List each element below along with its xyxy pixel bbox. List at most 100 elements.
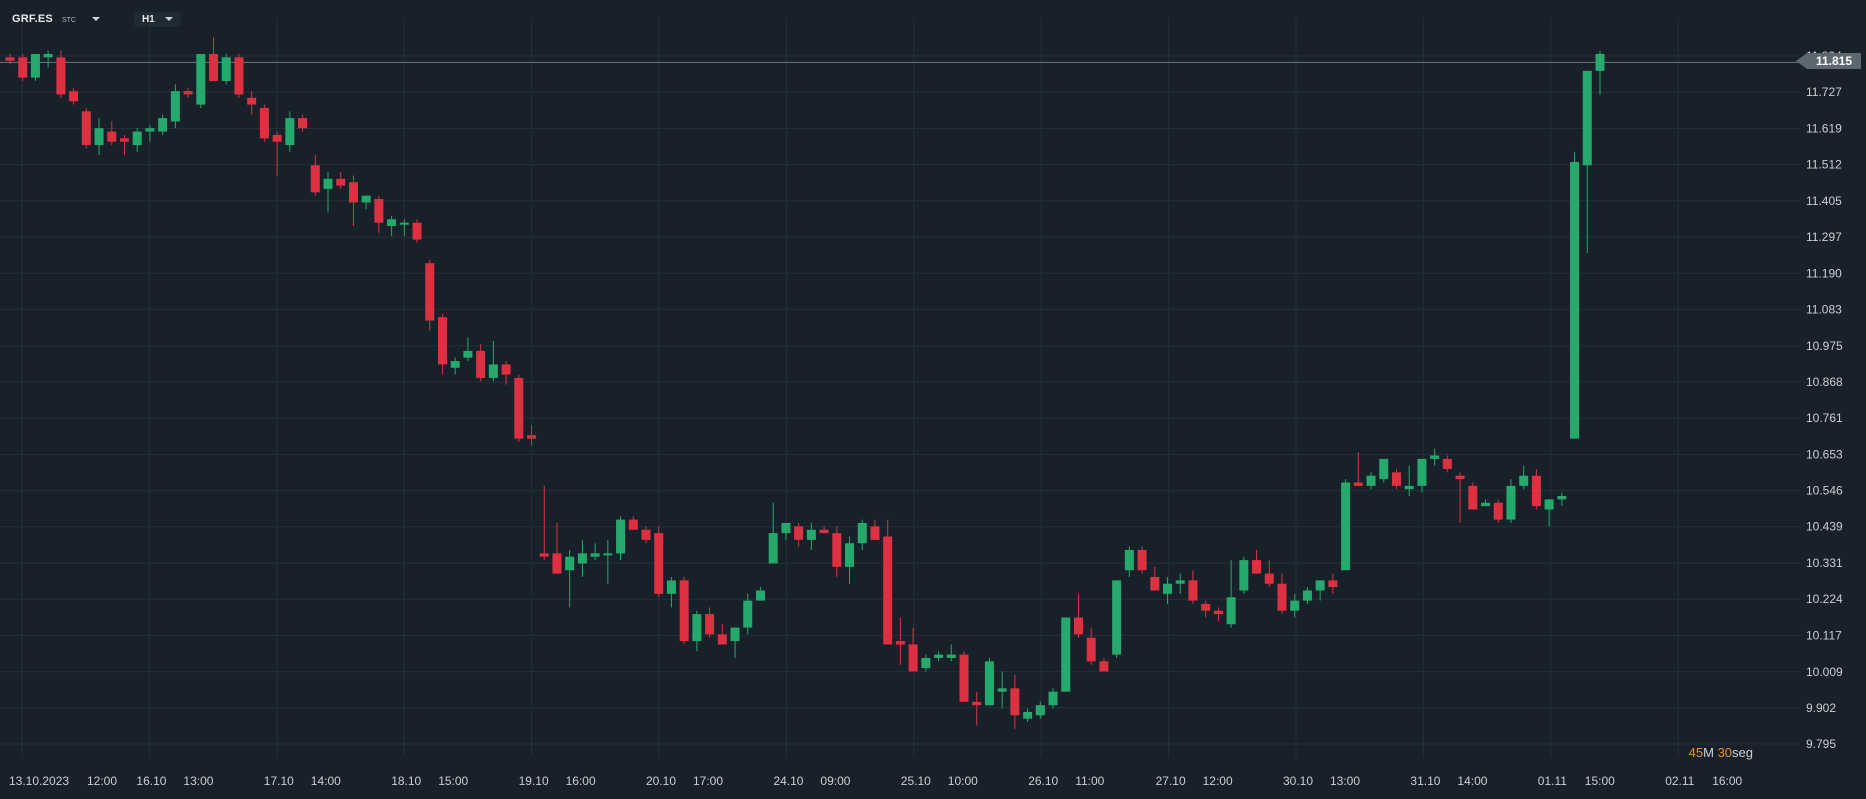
candle-body[interactable]: [972, 701, 982, 706]
candle-body[interactable]: [730, 627, 740, 642]
candle-body[interactable]: [552, 553, 562, 574]
candle-body[interactable]: [336, 178, 346, 186]
candle-body[interactable]: [56, 57, 66, 95]
candle-body[interactable]: [654, 533, 664, 594]
candle-body[interactable]: [158, 118, 168, 132]
candle-body[interactable]: [310, 165, 320, 193]
candle-body[interactable]: [1519, 475, 1529, 486]
timeframe-dropdown-caret-icon[interactable]: [164, 17, 173, 21]
candle-body[interactable]: [743, 600, 753, 628]
candle-body[interactable]: [94, 128, 104, 146]
candle-body[interactable]: [1404, 485, 1414, 490]
candle-body[interactable]: [1290, 600, 1300, 611]
candle-body[interactable]: [119, 138, 129, 142]
candle-body[interactable]: [1264, 573, 1274, 584]
candle-body[interactable]: [1341, 482, 1351, 571]
candle-body[interactable]: [819, 529, 829, 534]
candle-body[interactable]: [170, 91, 180, 122]
candle-body[interactable]: [946, 654, 956, 658]
candle-body[interactable]: [1226, 597, 1236, 625]
candle-body[interactable]: [1570, 161, 1580, 439]
candle-body[interactable]: [908, 644, 918, 672]
candle-body[interactable]: [298, 118, 308, 129]
candle-body[interactable]: [921, 657, 931, 669]
candle-body[interactable]: [1048, 691, 1058, 706]
candle-body[interactable]: [705, 614, 715, 635]
candle-body[interactable]: [717, 634, 727, 645]
candle-body[interactable]: [806, 529, 816, 540]
candle-body[interactable]: [857, 522, 867, 544]
candle-body[interactable]: [18, 57, 28, 78]
candle-body[interactable]: [476, 350, 486, 378]
candle-body[interactable]: [323, 178, 333, 189]
candle-body[interactable]: [565, 556, 575, 571]
candle-body[interactable]: [832, 533, 842, 567]
candle-body[interactable]: [501, 364, 511, 375]
candle-body[interactable]: [1124, 549, 1134, 571]
candle-body[interactable]: [1595, 53, 1605, 71]
candle-body[interactable]: [1213, 610, 1223, 615]
candle-body[interactable]: [1277, 583, 1287, 611]
candle-body[interactable]: [934, 654, 944, 658]
candle-body[interactable]: [1163, 583, 1173, 594]
timeframe-selector[interactable]: H1: [133, 11, 181, 27]
candle-body[interactable]: [387, 219, 397, 227]
candle-body[interactable]: [1010, 688, 1020, 716]
candle-body[interactable]: [1175, 580, 1185, 584]
candle-body[interactable]: [1023, 711, 1033, 719]
candle-body[interactable]: [603, 553, 613, 556]
candle-body[interactable]: [488, 364, 498, 378]
candle-body[interactable]: [1493, 502, 1503, 520]
candle-body[interactable]: [1201, 603, 1211, 611]
candle-body[interactable]: [514, 377, 524, 439]
candle-body[interactable]: [1315, 580, 1325, 591]
candle-body[interactable]: [1366, 475, 1376, 486]
candle-body[interactable]: [755, 590, 765, 601]
candle-body[interactable]: [1544, 499, 1554, 510]
candle-body[interactable]: [1455, 475, 1465, 480]
candle-body[interactable]: [641, 529, 651, 540]
candle-body[interactable]: [666, 580, 676, 594]
symbol-dropdown-caret-icon[interactable]: [91, 17, 100, 21]
candle-body[interactable]: [845, 543, 855, 567]
candle-body[interactable]: [450, 361, 460, 368]
candle-body[interactable]: [437, 317, 447, 365]
candle-body[interactable]: [285, 118, 295, 146]
candle-body[interactable]: [628, 519, 638, 530]
candle-body[interactable]: [412, 222, 422, 240]
candle-body[interactable]: [895, 641, 905, 645]
candle-body[interactable]: [259, 107, 269, 139]
candle-body[interactable]: [374, 199, 384, 223]
candle-body[interactable]: [1239, 560, 1249, 591]
candle-body[interactable]: [1137, 549, 1147, 571]
candle-body[interactable]: [348, 182, 358, 203]
candle-body[interactable]: [527, 435, 537, 439]
candle-body[interactable]: [1379, 458, 1389, 480]
candle-body[interactable]: [1557, 495, 1567, 500]
candle-body[interactable]: [272, 134, 282, 142]
candle-body[interactable]: [984, 661, 994, 706]
candle-body[interactable]: [247, 97, 257, 105]
candle-body[interactable]: [209, 53, 219, 81]
candle-body[interactable]: [221, 57, 231, 81]
candle-body[interactable]: [1582, 70, 1592, 166]
symbol-name[interactable]: GRF.ES: [12, 13, 53, 25]
candle-body[interactable]: [1430, 455, 1440, 459]
candle-body[interactable]: [539, 553, 549, 557]
candle-body[interactable]: [1035, 705, 1045, 716]
candle-body[interactable]: [399, 222, 409, 225]
candle-body[interactable]: [883, 536, 893, 645]
candle-body[interactable]: [1442, 458, 1452, 470]
candle-body[interactable]: [234, 57, 244, 95]
candle-body[interactable]: [1061, 617, 1071, 692]
candle-body[interactable]: [616, 519, 626, 554]
candle-body[interactable]: [30, 53, 40, 78]
candle-body[interactable]: [1086, 637, 1096, 662]
candle-body[interactable]: [1302, 590, 1312, 601]
candle-body[interactable]: [1391, 472, 1401, 486]
candle-body[interactable]: [1481, 502, 1491, 507]
candle-body[interactable]: [768, 533, 778, 564]
candle-body[interactable]: [425, 263, 435, 321]
candle-body[interactable]: [692, 614, 702, 642]
